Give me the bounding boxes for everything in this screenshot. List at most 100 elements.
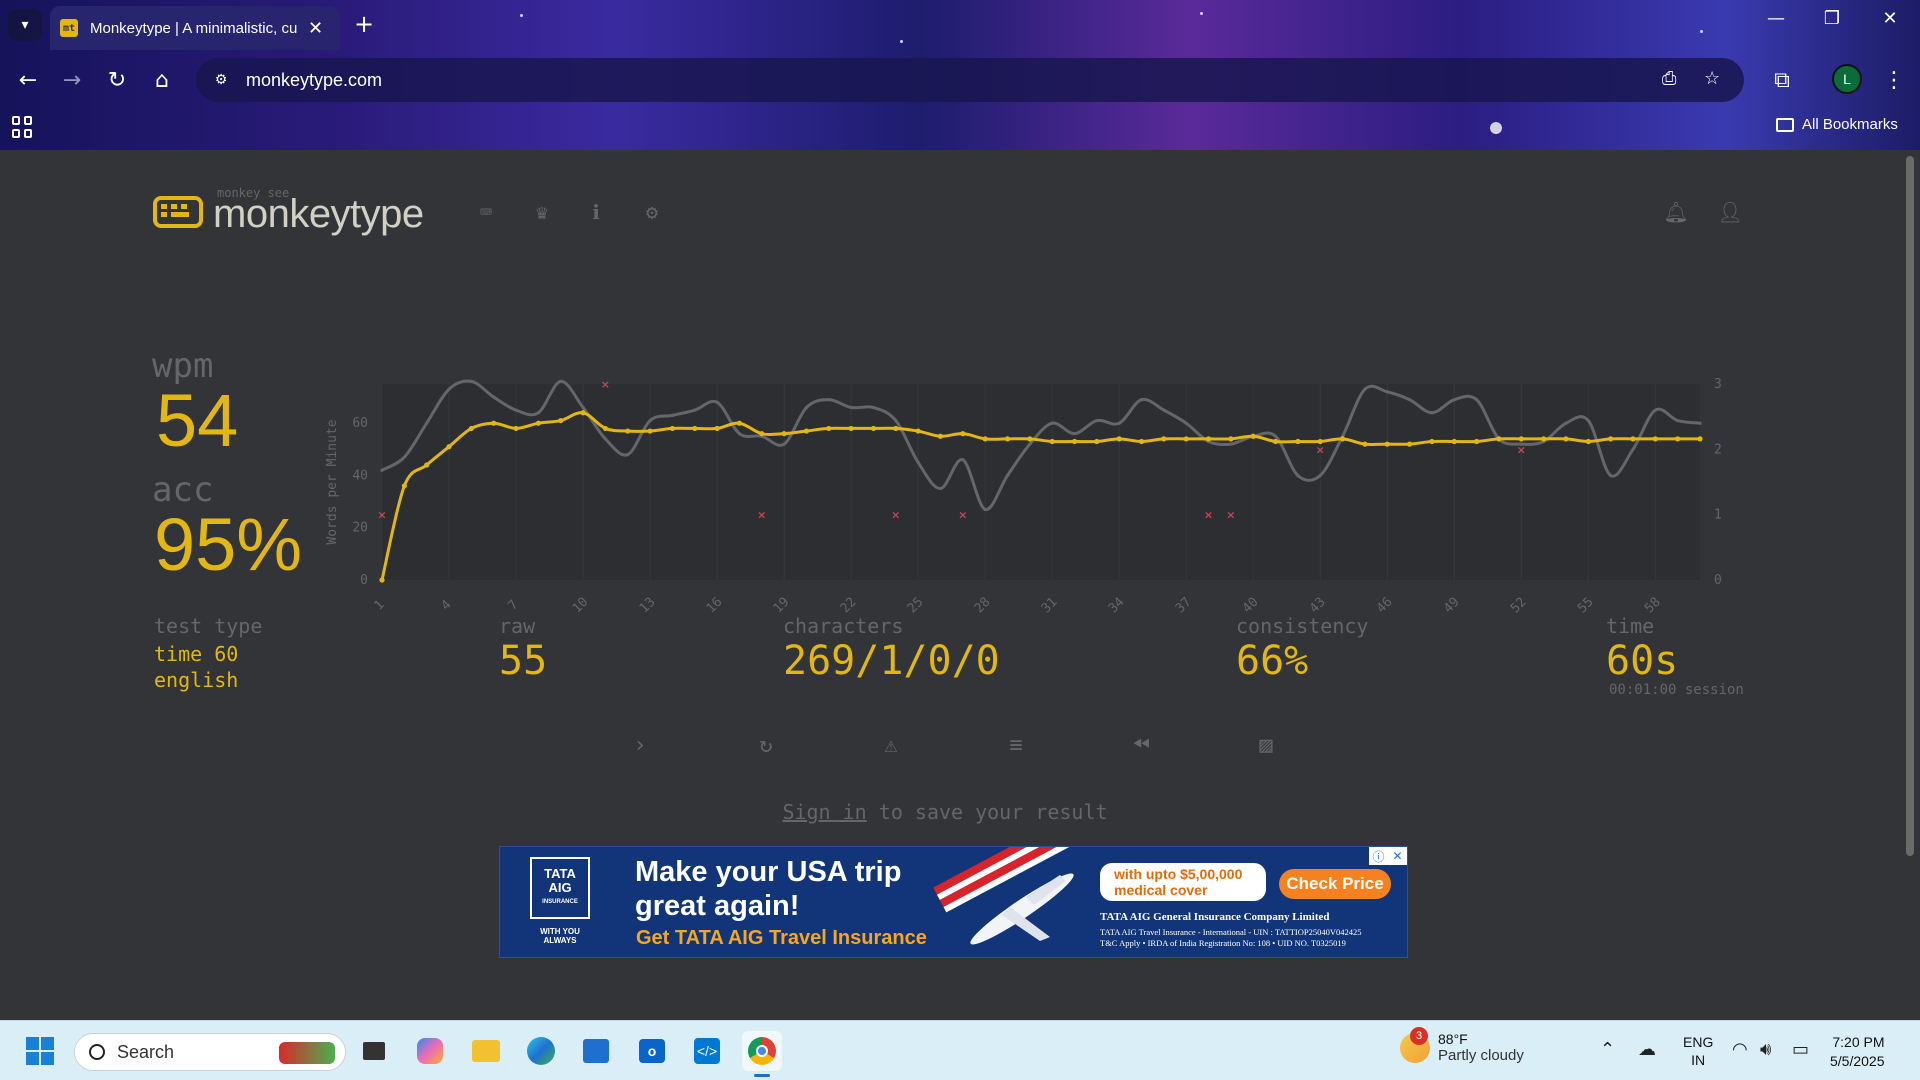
monkeytype-logo[interactable]: monkey see monkeytype <box>153 186 424 237</box>
url-text[interactable]: monkeytype.com <box>246 70 382 91</box>
close-tab-icon[interactable]: ✕ <box>308 18 323 39</box>
raw-point <box>1564 422 1567 425</box>
chrome-icon[interactable] <box>742 1031 782 1071</box>
restart-icon[interactable]: ↻ <box>751 730 781 760</box>
close-window-icon[interactable]: ✕ <box>1870 8 1910 29</box>
edge-icon[interactable] <box>521 1031 561 1071</box>
raw-point <box>1296 474 1299 477</box>
raw-point <box>1274 435 1277 438</box>
screenshot-icon[interactable]: ▨ <box>1251 730 1281 760</box>
raw-point <box>1631 448 1634 451</box>
profile-avatar[interactable]: L <box>1832 64 1862 94</box>
next-test-icon[interactable]: › <box>625 730 655 760</box>
bookmark-star-icon[interactable]: ☆ <box>1704 68 1720 89</box>
language-indicator[interactable]: ENG IN <box>1683 1033 1713 1069</box>
partly-cloudy-icon: 3 <box>1400 1033 1430 1063</box>
all-bookmarks-button[interactable]: All Bookmarks <box>1776 116 1898 133</box>
start-button[interactable] <box>20 1031 60 1071</box>
tab-title: Monkeytype | A minimalistic, cu <box>90 20 300 37</box>
back-icon[interactable]: ← <box>12 64 44 96</box>
signin-prompt: Sign in to save your result <box>0 800 1890 824</box>
new-tab-button[interactable]: + <box>354 10 374 38</box>
ad-headline: Make your USA trip great again! <box>635 855 935 923</box>
weather-widget[interactable]: 3 88°F Partly cloudy <box>1400 1031 1524 1064</box>
bell-icon[interactable]: 🔔︎ <box>1664 200 1688 224</box>
restore-icon[interactable]: ❐ <box>1812 8 1852 29</box>
user-icon[interactable]: 👤︎ <box>1718 200 1742 224</box>
tab-monkeytype[interactable]: mt Monkeytype | A minimalistic, cu ✕ <box>50 6 340 50</box>
error-marker: × <box>1204 509 1213 522</box>
adchoices-icon[interactable]: ⓘ <box>1369 847 1388 865</box>
raw-point <box>961 458 964 461</box>
ad-close-icon[interactable]: ✕ <box>1388 847 1407 865</box>
home-icon[interactable]: ⌂ <box>146 64 178 96</box>
task-view-icon[interactable] <box>354 1031 394 1071</box>
word-history-icon[interactable]: ≡ <box>1001 730 1031 760</box>
menu-icon[interactable]: ⋮ <box>1878 64 1910 96</box>
replay-icon[interactable]: ⏪︎ <box>1126 730 1156 760</box>
warning-icon[interactable]: ⚠ <box>876 730 906 760</box>
wpm-point <box>513 426 518 431</box>
volume-icon[interactable]: 🔊︎ <box>1760 1039 1771 1060</box>
vscode-icon[interactable]: </> <box>687 1031 727 1071</box>
wpm-chart[interactable]: 1 4 7 10 13 16 19 22 25 28 31 34 37 40 43 46 49 52 55 58020… <box>320 340 1740 630</box>
battery-icon[interactable]: ▭ <box>1792 1039 1809 1060</box>
show-hidden-icons[interactable]: ⌃ <box>1600 1039 1615 1060</box>
minimize-icon[interactable]: — <box>1756 8 1796 29</box>
wpm-point <box>893 426 898 431</box>
test-type-mode[interactable]: time 60 <box>154 642 238 666</box>
y-tick-label: 40 <box>352 468 368 483</box>
file-explorer-icon[interactable] <box>466 1031 506 1071</box>
wpm-point <box>1519 436 1524 441</box>
outlook-icon[interactable]: o <box>632 1031 672 1071</box>
search-highlight-icon <box>279 1042 335 1064</box>
keyboard-icon[interactable]: ⌨ <box>474 200 498 224</box>
all-bookmarks-label: All Bookmarks <box>1802 116 1898 133</box>
gear-icon[interactable]: ⚙ <box>640 200 664 224</box>
raw-point <box>693 409 696 412</box>
apps-grid-icon[interactable] <box>12 116 34 138</box>
wpm-point <box>1608 436 1613 441</box>
raw-point <box>1609 474 1612 477</box>
forward-icon[interactable]: → <box>56 64 88 96</box>
browser-toolbar: ← → ↻ ⌂ ⚙ monkeytype.com ⎙ ☆ ⧉ L ⋮ <box>0 56 1920 104</box>
consistency-label: consistency <box>1236 614 1368 638</box>
raw-point <box>827 398 830 401</box>
wpm-point <box>737 421 742 426</box>
address-bar[interactable]: ⚙ monkeytype.com ⎙ ☆ <box>196 58 1744 102</box>
raw-point <box>537 411 540 414</box>
clock[interactable]: 7:20 PM 5/5/2025 <box>1830 1033 1885 1071</box>
folder-icon <box>1776 118 1794 132</box>
taskbar-search[interactable]: Search <box>74 1033 346 1071</box>
signin-link[interactable]: Sign in <box>782 800 866 824</box>
info-icon[interactable]: i <box>584 200 608 224</box>
crown-icon[interactable]: ♛ <box>530 200 554 224</box>
site-info-icon[interactable]: ⚙ <box>210 69 232 91</box>
onedrive-icon[interactable]: ☁ <box>1638 1039 1656 1060</box>
copilot-icon[interactable] <box>410 1031 450 1071</box>
wpm-point <box>1072 439 1077 444</box>
raw-point <box>492 395 495 398</box>
install-app-icon[interactable]: ⎙ <box>1662 68 1676 89</box>
extensions-icon[interactable]: ⧉ <box>1766 64 1798 96</box>
tab-search-button[interactable]: ▾ <box>8 9 42 41</box>
wpm-point <box>714 426 719 431</box>
test-type-label: test type <box>154 614 262 638</box>
characters-value: 269/1/0/0 <box>783 638 1000 684</box>
raw-point <box>1363 388 1366 391</box>
test-type-language[interactable]: english <box>154 668 238 692</box>
wpm-point <box>1675 436 1680 441</box>
page-scrollbar[interactable] <box>1906 156 1914 856</box>
wpm-point <box>1429 439 1434 444</box>
reload-icon[interactable]: ↻ <box>101 64 133 96</box>
advertisement-banner[interactable]: TATA AIG INSURANCE WITH YOU ALWAYS Make … <box>499 846 1408 958</box>
wpm-point <box>1340 436 1345 441</box>
store-icon[interactable] <box>576 1031 616 1071</box>
wpm-point <box>804 428 809 433</box>
y-axis-label: Words per Minute <box>325 419 340 544</box>
session-time: 00:01:00 session <box>1609 682 1744 698</box>
ad-subline: Get TATA AIG Travel Insurance <box>636 927 927 950</box>
search-icon <box>89 1044 105 1060</box>
wifi-icon[interactable]: ◠ <box>1732 1039 1748 1060</box>
check-price-button[interactable]: Check Price <box>1279 869 1391 899</box>
